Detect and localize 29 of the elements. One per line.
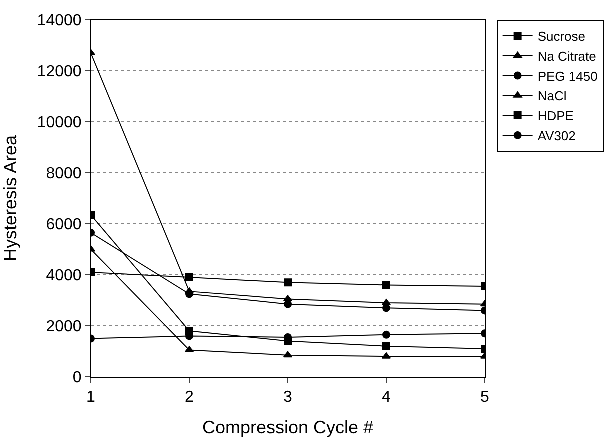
y-tick-label: 14000 bbox=[37, 12, 82, 30]
point bbox=[382, 330, 390, 339]
legend-label: AV302 bbox=[538, 128, 576, 144]
legend-label: HDPE bbox=[538, 108, 574, 124]
point bbox=[186, 327, 194, 336]
legend-label: Sucrose bbox=[538, 29, 586, 44]
point bbox=[284, 278, 292, 287]
point bbox=[284, 337, 292, 346]
legend-label: Na Citrate bbox=[538, 48, 596, 64]
x-tick-label: 5 bbox=[480, 389, 490, 406]
y-tick-label: 2000 bbox=[46, 318, 82, 336]
y-tick-label: 10000 bbox=[37, 114, 82, 132]
point bbox=[382, 342, 390, 350]
legend-label: PEG 1450 bbox=[538, 68, 598, 84]
y-tick-label: 4000 bbox=[46, 268, 82, 285]
x-axis-title: Compression Cycle # bbox=[202, 417, 374, 438]
legend-label: NaCl bbox=[538, 88, 567, 104]
x-tick-label: 2 bbox=[185, 389, 194, 406]
y-tick-label: 0 bbox=[72, 370, 82, 387]
point bbox=[382, 281, 390, 290]
point bbox=[186, 274, 194, 282]
x-tick-label: 3 bbox=[284, 389, 293, 406]
x-tick-label: 4 bbox=[382, 389, 392, 406]
point bbox=[283, 351, 293, 358]
y-tick-label: 6000 bbox=[46, 216, 82, 234]
y-tick-label: 12000 bbox=[37, 64, 82, 81]
y-tick-label: 8000 bbox=[46, 166, 82, 183]
x-tick-label: 1 bbox=[86, 389, 96, 406]
y-axis-title: Hysteresis Area bbox=[0, 134, 20, 262]
